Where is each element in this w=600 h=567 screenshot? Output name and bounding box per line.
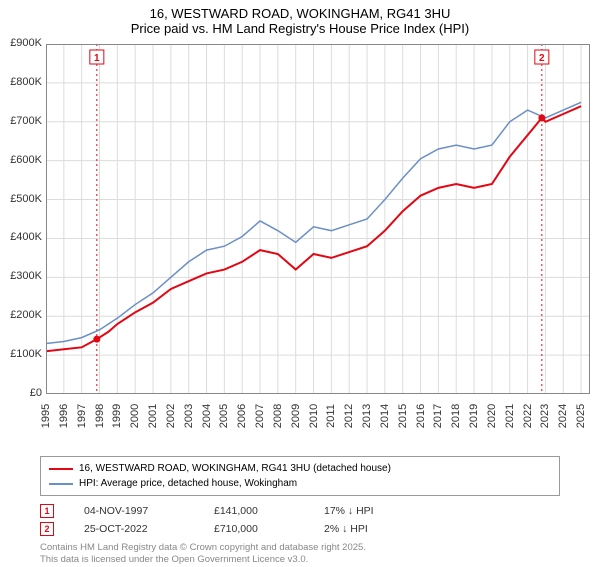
x-tick-label: 2004 [201, 396, 213, 436]
x-tick-label: 2017 [432, 396, 444, 436]
chart-area: 12 £0£100K£200K£300K£400K£500K£600K£700K… [46, 44, 590, 394]
x-tick-label: 2024 [557, 396, 569, 436]
x-tick-label: 2007 [254, 396, 266, 436]
y-tick-label: £400K [0, 231, 42, 243]
txn-pct: 2% ↓ HPI [324, 523, 414, 535]
footer-line1: Contains HM Land Registry data © Crown c… [40, 542, 560, 554]
svg-text:1: 1 [94, 53, 100, 64]
x-tick-label: 2000 [129, 396, 141, 436]
x-tick-label: 2016 [415, 396, 427, 436]
x-tick-label: 1995 [40, 396, 52, 436]
legend-row: HPI: Average price, detached house, Woki… [49, 476, 551, 491]
legend-label: HPI: Average price, detached house, Woki… [79, 476, 297, 491]
legend-box: 16, WESTWARD ROAD, WOKINGHAM, RG41 3HU (… [40, 456, 560, 496]
x-tick-label: 2013 [361, 396, 373, 436]
x-tick-label: 2014 [379, 396, 391, 436]
x-tick-label: 2005 [218, 396, 230, 436]
marker-badge: 1 [40, 504, 54, 518]
title-subtitle: Price paid vs. HM Land Registry's House … [0, 21, 600, 36]
x-tick-label: 2021 [504, 396, 516, 436]
title-address: 16, WESTWARD ROAD, WOKINGHAM, RG41 3HU [0, 6, 600, 21]
legend-swatch [49, 483, 73, 485]
legend-row: 16, WESTWARD ROAD, WOKINGHAM, RG41 3HU (… [49, 461, 551, 476]
legend-and-data: 16, WESTWARD ROAD, WOKINGHAM, RG41 3HU (… [40, 456, 560, 567]
x-tick-label: 2003 [183, 396, 195, 436]
txn-price: £710,000 [214, 523, 294, 535]
svg-text:2: 2 [539, 53, 545, 64]
footer-attribution: Contains HM Land Registry data © Crown c… [40, 542, 560, 567]
x-tick-label: 1999 [111, 396, 123, 436]
x-tick-label: 2025 [575, 396, 587, 436]
x-tick-label: 2023 [539, 396, 551, 436]
x-tick-label: 2009 [290, 396, 302, 436]
x-tick-label: 1998 [94, 396, 106, 436]
transaction-rows: 1 04-NOV-1997 £141,000 17% ↓ HPI 2 25-OCT-202… [40, 502, 560, 538]
x-tick-label: 2008 [272, 396, 284, 436]
txn-date: 25-OCT-2022 [84, 523, 184, 535]
chart-title: 16, WESTWARD ROAD, WOKINGHAM, RG41 3HU P… [0, 0, 600, 38]
x-tick-label: 1997 [76, 396, 88, 436]
txn-pct: 17% ↓ HPI [324, 505, 414, 517]
txn-date: 04-NOV-1997 [84, 505, 184, 517]
x-axis-labels: 1995199619971998199920002001200220032004… [46, 398, 590, 458]
y-tick-label: £700K [0, 115, 42, 127]
x-tick-label: 2011 [325, 396, 337, 436]
x-tick-label: 2015 [397, 396, 409, 436]
y-tick-label: £200K [0, 309, 42, 321]
y-tick-label: £800K [0, 76, 42, 88]
x-tick-label: 2020 [486, 396, 498, 436]
y-tick-label: £600K [0, 154, 42, 166]
legend-label: 16, WESTWARD ROAD, WOKINGHAM, RG41 3HU (… [79, 461, 391, 476]
y-tick-label: £300K [0, 270, 42, 282]
footer-line2: This data is licensed under the Open Gov… [40, 554, 560, 566]
x-tick-label: 2018 [450, 396, 462, 436]
y-tick-label: £500K [0, 193, 42, 205]
y-tick-label: £100K [0, 348, 42, 360]
y-tick-label: £0 [0, 387, 42, 399]
x-tick-label: 2002 [165, 396, 177, 436]
x-tick-label: 2012 [343, 396, 355, 436]
transaction-row: 2 25-OCT-2022 £710,000 2% ↓ HPI [40, 520, 560, 538]
txn-price: £141,000 [214, 505, 294, 517]
transaction-row: 1 04-NOV-1997 £141,000 17% ↓ HPI [40, 502, 560, 520]
marker-badge: 2 [40, 522, 54, 536]
y-axis-labels: £0 £100K £200K £300K £400K £500K £600K £700K £80… [0, 37, 44, 401]
chart-svg: 12 [46, 44, 590, 394]
x-tick-label: 2019 [468, 396, 480, 436]
y-tick-label: £900K [0, 37, 42, 49]
x-tick-label: 2022 [522, 396, 534, 436]
x-tick-label: 2001 [147, 396, 159, 436]
legend-swatch [49, 468, 73, 470]
x-tick-label: 1996 [58, 396, 70, 436]
x-tick-label: 2010 [308, 396, 320, 436]
x-tick-label: 2006 [236, 396, 248, 436]
